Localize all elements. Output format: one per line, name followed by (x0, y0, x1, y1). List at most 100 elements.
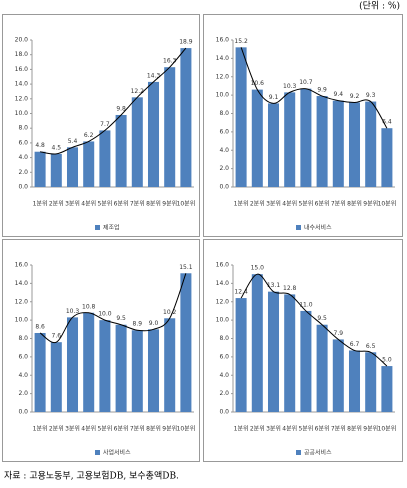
value-label: 9.5 (317, 315, 327, 322)
value-label: 6.5 (366, 343, 376, 350)
panel-frame (2, 239, 200, 462)
bar (34, 332, 46, 412)
bar (348, 102, 361, 187)
bar (381, 128, 393, 187)
bar (365, 352, 377, 412)
y-tick-label: 6.0 (18, 139, 28, 146)
x-tick-label: 7분위 (331, 425, 346, 433)
trend-line (40, 47, 187, 155)
x-tick-label: 2분위 (250, 200, 265, 208)
value-label: 7.6 (52, 333, 62, 340)
y-tick-label: 2.0 (219, 390, 229, 397)
value-label: 8.6 (35, 323, 45, 330)
bar (300, 88, 312, 187)
bar (316, 324, 328, 412)
x-tick-label: 3분위 (266, 425, 281, 433)
value-label: 10.3 (66, 308, 80, 315)
value-label: 9.2 (350, 93, 360, 100)
value-label: 9.5 (116, 315, 126, 322)
value-label: 15.2 (234, 38, 248, 45)
value-label: 12.8 (283, 285, 297, 292)
unit-label: (단위 : %) (359, 1, 400, 12)
bar (348, 350, 361, 412)
x-tick-label: 6분위 (114, 200, 129, 208)
bar (267, 103, 280, 187)
y-tick-label: 10.0 (15, 110, 29, 117)
x-tick-label: 2분위 (250, 425, 265, 433)
value-label: 7.7 (100, 121, 110, 128)
legend-label: 내수서비스 (304, 224, 332, 232)
value-label: 18.9 (179, 39, 193, 46)
x-tick-label: 5분위 (97, 425, 112, 433)
x-tick-label: 4분위 (282, 200, 297, 208)
trend-line (240, 273, 388, 367)
x-tick-label: 9분위 (162, 200, 177, 208)
y-tick-label: 6.0 (219, 353, 229, 360)
bar (50, 153, 62, 187)
y-tick-label: 12.0 (15, 95, 29, 102)
bar (180, 273, 192, 412)
value-label: 8.9 (133, 321, 143, 328)
y-tick-label: 10.0 (216, 317, 230, 324)
y-tick-label: 12.0 (216, 73, 230, 80)
x-tick-label: 1분위 (33, 425, 48, 433)
value-label: 10.8 (82, 303, 96, 310)
value-label: 4.5 (52, 144, 62, 151)
bar (34, 151, 46, 187)
trend-line (240, 47, 388, 129)
bar (284, 294, 296, 412)
value-label: 10.7 (299, 79, 313, 86)
panel-frame (203, 14, 403, 237)
y-tick-label: 4.0 (219, 147, 229, 154)
bar (235, 298, 247, 412)
value-label: 14.3 (147, 72, 161, 79)
bar (131, 97, 143, 187)
bar (115, 324, 127, 412)
legend-label: 사업서비스 (103, 449, 131, 457)
x-tick-label: 7분위 (331, 200, 346, 208)
value-label: 12.4 (234, 289, 248, 296)
bar (267, 291, 280, 412)
bar (147, 329, 160, 412)
value-label: 10.2 (163, 309, 177, 316)
value-label: 15.1 (179, 264, 193, 271)
x-tick-label: 9분위 (363, 200, 378, 208)
y-tick-label: 16.0 (15, 66, 29, 73)
y-tick-label: 8.0 (219, 335, 229, 342)
y-tick-label: 12.0 (15, 298, 29, 305)
x-tick-label: 3분위 (65, 200, 80, 208)
y-tick-label: 2.0 (219, 165, 229, 172)
y-tick-label: 16.0 (216, 262, 230, 269)
value-label: 9.3 (366, 92, 376, 99)
x-tick-label: 10분위 (177, 200, 196, 208)
value-label: 7.9 (334, 330, 344, 337)
x-tick-label: 1분위 (234, 425, 249, 433)
value-label: 9.8 (116, 105, 126, 112)
y-tick-label: 10.0 (216, 92, 230, 99)
x-tick-label: 1분위 (234, 200, 249, 208)
y-tick-label: 0.0 (18, 409, 28, 416)
bar (99, 130, 111, 187)
x-tick-label: 4분위 (282, 425, 297, 433)
x-tick-label: 7분위 (130, 425, 145, 433)
x-tick-label: 8분위 (146, 425, 161, 433)
panel-frame (2, 14, 200, 237)
bar (251, 274, 263, 412)
x-tick-label: 8분위 (146, 200, 161, 208)
bar (316, 96, 328, 187)
y-tick-label: 20.0 (15, 37, 29, 44)
x-tick-label: 4분위 (81, 425, 96, 433)
y-tick-label: 16.0 (15, 262, 29, 269)
y-tick-label: 18.0 (15, 51, 29, 58)
bar (66, 147, 79, 187)
y-tick-label: 4.0 (18, 154, 28, 161)
bar (83, 141, 95, 187)
source-note: 자료 : 고용노동부, 고용보험DB, 보수총액DB. (4, 470, 179, 482)
x-tick-label: 10분위 (378, 200, 397, 208)
x-tick-label: 9분위 (162, 425, 177, 433)
y-tick-label: 14.0 (15, 81, 29, 88)
y-tick-label: 14.0 (216, 280, 230, 287)
x-tick-label: 2분위 (49, 425, 64, 433)
trend-line (39, 273, 187, 344)
